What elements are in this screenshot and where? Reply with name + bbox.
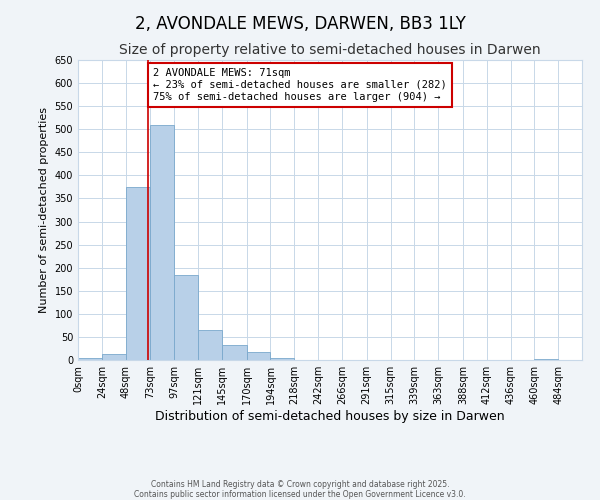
Y-axis label: Number of semi-detached properties: Number of semi-detached properties (39, 107, 49, 313)
Text: Contains HM Land Registry data © Crown copyright and database right 2025.
Contai: Contains HM Land Registry data © Crown c… (134, 480, 466, 499)
Bar (271, 358, 294, 360)
Bar (78, 358, 102, 360)
Title: Size of property relative to semi-detached houses in Darwen: Size of property relative to semi-detach… (119, 44, 541, 58)
Bar (125, 187, 151, 360)
Bar (247, 352, 271, 360)
Text: 2 AVONDALE MEWS: 71sqm
← 23% of semi-detached houses are smaller (282)
75% of se: 2 AVONDALE MEWS: 71sqm ← 23% of semi-det… (154, 68, 447, 102)
Bar (198, 330, 222, 360)
Bar (535, 359, 558, 360)
Bar (174, 274, 198, 360)
Bar (151, 124, 174, 360)
X-axis label: Distribution of semi-detached houses by size in Darwen: Distribution of semi-detached houses by … (155, 410, 505, 423)
Text: 2, AVONDALE MEWS, DARWEN, BB3 1LY: 2, AVONDALE MEWS, DARWEN, BB3 1LY (134, 15, 466, 33)
Bar (222, 345, 247, 360)
Bar (102, 354, 125, 360)
